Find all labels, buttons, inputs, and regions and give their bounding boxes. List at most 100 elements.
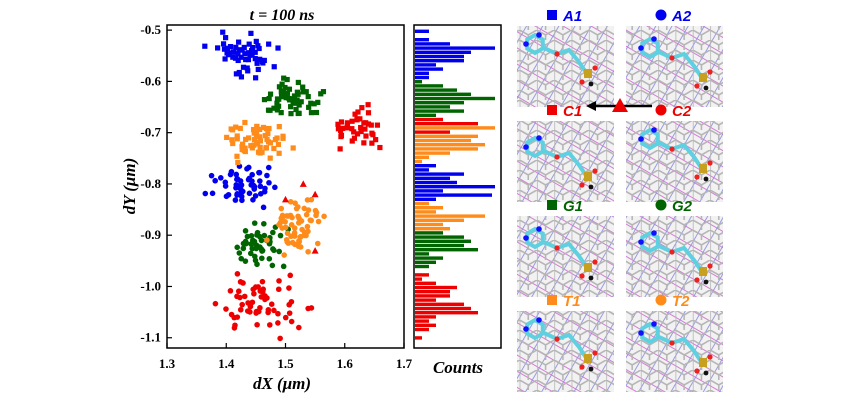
data-point-t2 [283,213,290,219]
oxygen-atom [694,368,700,374]
plot-frame [166,24,405,349]
data-point-c2 [286,310,293,316]
data-point-g1 [289,96,296,102]
data-point-t2 [297,244,304,250]
data-point-t1 [263,145,269,151]
nitrogen-atom [536,135,542,141]
data-point-c2 [288,318,295,325]
nitrogen-atom [651,321,657,327]
data-point-c1 [355,109,361,115]
data-point-t2 [321,213,327,220]
x-tick-label: 1.4 [218,356,235,371]
data-point-a1 [252,49,258,55]
data-point-a2 [208,172,215,179]
histogram-bar [415,122,478,126]
histogram-bar [415,306,471,311]
histogram-bar [415,193,492,197]
data-point-t2 [264,237,270,243]
histogram-bar [415,243,464,248]
data-point-g1 [287,97,293,103]
data-point-a2 [257,178,263,184]
data-point-a2 [256,169,262,176]
data-point-t2 [289,239,296,246]
data-point-transition [282,195,289,203]
data-point-c1 [363,133,369,139]
data-point-g1 [313,109,320,116]
panel-g2: G2 [626,198,723,297]
data-point-g2 [254,229,261,236]
histogram-bar [415,46,495,50]
data-point-t2 [305,207,312,213]
data-point-g2 [242,228,249,234]
carbon-atom [588,366,594,372]
backbone-bond [543,149,589,179]
data-point-g1 [295,79,301,86]
x-tick-label: 1.5 [277,356,294,371]
oxygen-atom [579,79,585,85]
data-point-a1 [230,54,236,60]
data-point-t2 [278,205,285,212]
data-point-c1 [369,130,375,136]
data-point-c1 [357,116,363,122]
data-point-g1 [300,84,306,90]
histogram-bar [415,54,464,59]
data-point-c2 [250,286,257,293]
panel-label: G2 [672,198,693,215]
data-point-c2 [234,271,241,277]
data-point-a1 [238,54,244,60]
data-point-a1 [235,57,241,64]
data-point-a2 [222,183,229,189]
oxygen-atom [579,273,585,279]
data-point-t2 [308,217,315,224]
histogram-bar [415,80,422,84]
histogram-bar [415,277,422,281]
data-point-c1 [354,116,360,122]
oxygen-atom [592,65,598,71]
data-point-t1 [253,133,259,139]
data-point-c1 [365,121,372,127]
oxygen-atom [554,154,560,160]
histogram-bar [415,323,436,327]
data-point-g1 [265,107,272,113]
data-point-a2 [246,190,253,197]
histogram-bar [415,311,478,315]
ring-bond [640,36,660,60]
data-point-g1 [281,75,287,81]
data-point-g1 [291,93,298,99]
phosphate-group [584,172,592,181]
nitrogen-atom [536,226,542,232]
data-point-g2 [259,247,266,254]
data-point-a1 [252,55,258,62]
data-point-g2 [270,229,276,236]
data-point-g1 [300,89,306,95]
data-point-a1 [261,57,267,64]
data-point-t1 [267,155,273,161]
data-point-c2 [249,299,256,306]
data-point-g1 [303,89,309,95]
backbone-bond [658,50,704,80]
data-point-t2 [297,233,304,240]
data-point-c1 [335,121,341,127]
data-point-a2 [225,191,232,198]
histogram-bar [415,59,464,63]
data-point-g1 [284,90,291,96]
data-point-a2 [234,191,241,197]
y-tick-label: -1.0 [140,278,161,293]
histogram-bar [415,84,443,88]
graphene-lattice [517,216,614,297]
data-point-g1 [305,94,311,100]
panel-a2: A2 [626,8,723,107]
data-point-t1 [257,138,264,144]
molecule-icon [523,135,598,190]
data-point-a1 [245,68,251,74]
data-point-t1 [290,145,296,151]
histogram-bar [415,294,450,298]
data-point-g2 [238,255,245,262]
carbon-atom [588,275,594,281]
data-point-a1 [221,46,228,52]
histogram-bar [415,92,471,96]
histogram-bar [415,281,436,285]
data-point-c1 [344,120,351,126]
data-point-g1 [261,97,268,103]
data-point-t1 [254,129,260,135]
